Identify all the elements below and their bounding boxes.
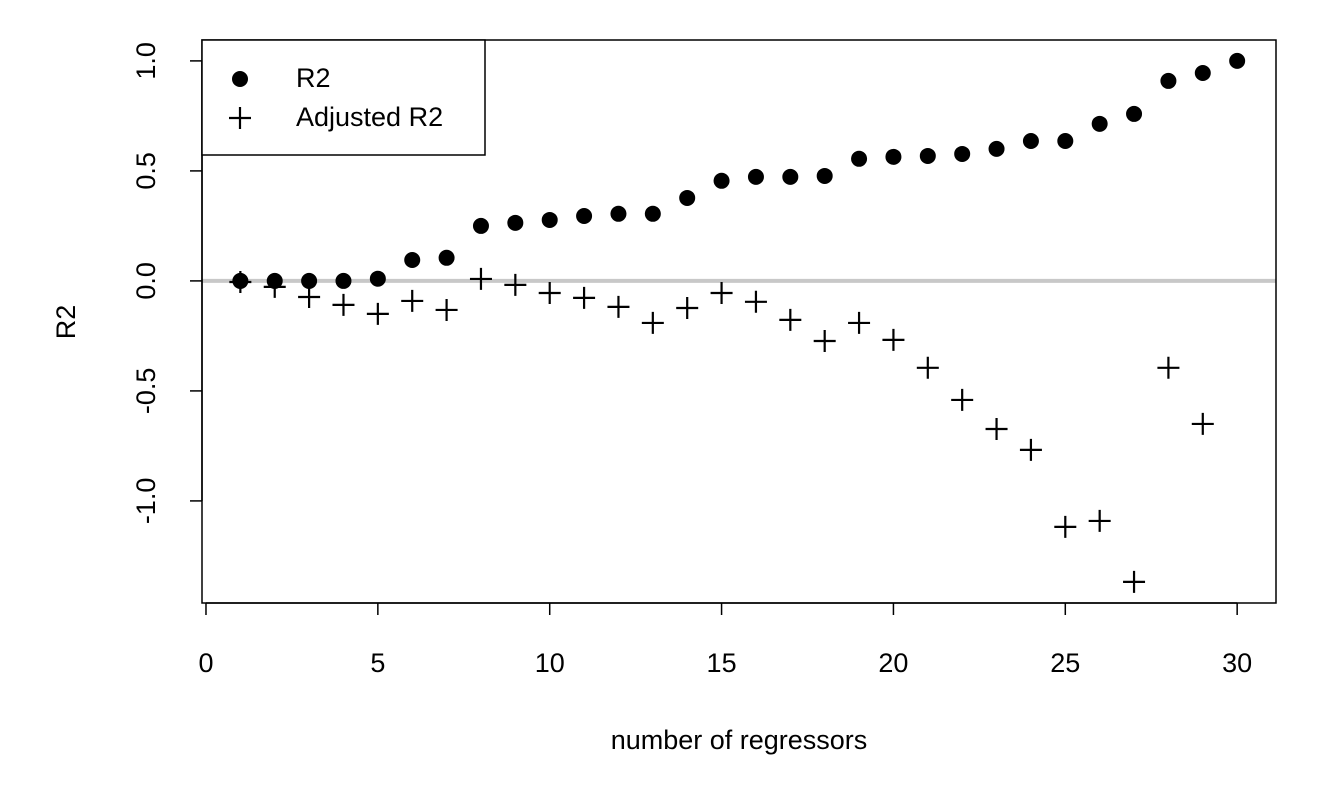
point xyxy=(573,286,596,309)
point xyxy=(882,328,905,351)
point xyxy=(404,252,421,269)
point xyxy=(885,148,902,165)
point xyxy=(951,388,974,411)
point xyxy=(504,273,527,296)
point xyxy=(954,145,971,162)
y-tick-label: 0.5 xyxy=(131,152,161,190)
point xyxy=(401,289,424,312)
x-tick-label: 5 xyxy=(370,648,385,678)
point xyxy=(644,205,661,222)
point xyxy=(1194,65,1211,82)
y-tick-label: -0.5 xyxy=(131,368,161,415)
point xyxy=(988,140,1005,157)
point xyxy=(263,275,286,298)
point xyxy=(916,356,939,379)
point xyxy=(1091,115,1108,132)
point xyxy=(782,168,799,185)
x-tick-label: 15 xyxy=(707,648,737,678)
point xyxy=(851,150,868,167)
point xyxy=(1191,412,1214,435)
y-tick-label: 1.0 xyxy=(131,42,161,80)
x-tick-label: 0 xyxy=(198,648,213,678)
x-tick-label: 30 xyxy=(1222,648,1252,678)
point xyxy=(919,147,936,164)
y-tick-label: 0.0 xyxy=(131,262,161,300)
point xyxy=(710,282,733,305)
point xyxy=(369,270,386,287)
point xyxy=(332,293,355,316)
point xyxy=(713,172,730,189)
point xyxy=(301,272,318,289)
legend-label: Adjusted R2 xyxy=(296,102,443,132)
point xyxy=(1022,132,1039,149)
y-axis-label: R2 xyxy=(51,305,81,340)
point xyxy=(607,295,630,318)
point xyxy=(610,205,627,222)
x-tick-label: 25 xyxy=(1050,648,1080,678)
y-tick-label: -1.0 xyxy=(131,478,161,525)
point xyxy=(1088,509,1111,532)
point xyxy=(1126,105,1143,122)
legend-marker xyxy=(229,107,251,129)
point xyxy=(472,217,489,234)
point xyxy=(641,311,664,334)
point xyxy=(507,214,524,231)
point xyxy=(1160,72,1177,89)
point xyxy=(538,282,561,305)
point xyxy=(816,167,833,184)
legend-marker xyxy=(232,71,248,87)
point xyxy=(366,302,389,325)
legend-box xyxy=(201,39,486,156)
legend-label: R2 xyxy=(296,63,331,93)
point xyxy=(469,267,492,290)
point xyxy=(744,290,767,313)
x-tick-label: 20 xyxy=(878,648,908,678)
point xyxy=(747,168,764,185)
point xyxy=(298,285,321,308)
point xyxy=(1229,52,1246,69)
point xyxy=(679,189,696,206)
point xyxy=(676,296,699,319)
point xyxy=(438,249,455,266)
x-tick-label: 10 xyxy=(535,648,565,678)
point xyxy=(1054,515,1077,538)
point xyxy=(229,271,252,294)
point xyxy=(1019,438,1042,461)
point xyxy=(813,329,836,352)
point xyxy=(1157,356,1180,379)
point xyxy=(1123,570,1146,593)
point xyxy=(576,208,593,225)
point xyxy=(779,308,802,331)
point xyxy=(435,298,458,321)
point xyxy=(541,211,558,228)
point xyxy=(985,417,1008,440)
point xyxy=(1057,132,1074,149)
x-axis-label: number of regressors xyxy=(611,725,868,755)
point xyxy=(848,311,871,334)
point xyxy=(335,272,352,289)
